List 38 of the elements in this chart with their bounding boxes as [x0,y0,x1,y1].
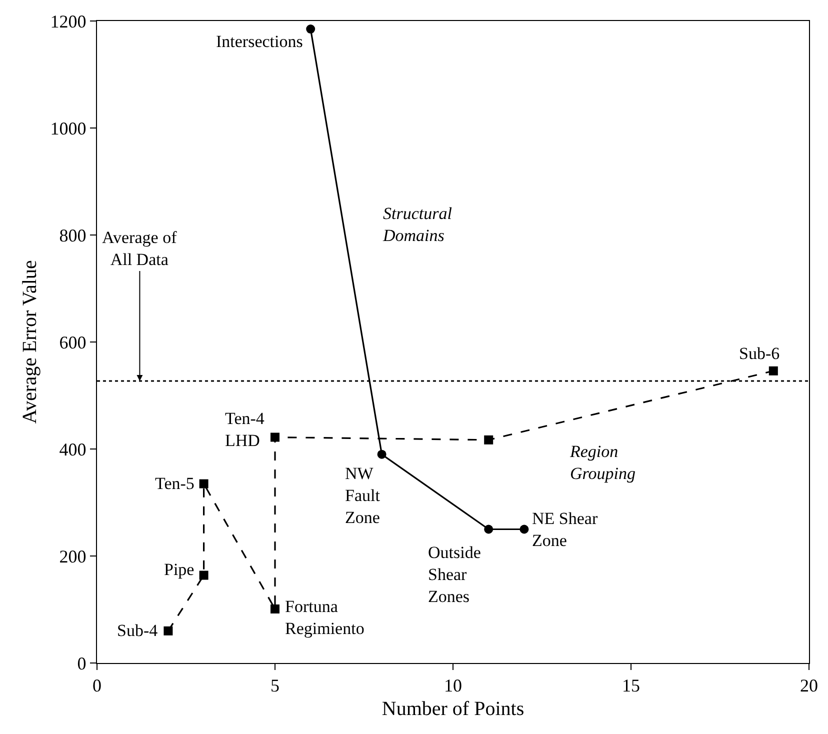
annotation: NW Fault Zone [345,464,380,528]
y-tick-label: 200 [59,546,86,566]
point [270,604,280,614]
point [199,570,208,580]
point [306,24,316,34]
annotation: Ten-5 [155,474,194,493]
y-tick-label: 1000 [50,118,86,138]
annotation: Structural Domains [382,204,452,246]
point [768,366,778,376]
annotation: Fortuna Regimiento [285,597,364,638]
annotation: Region Grouping [569,442,636,484]
y-tick-label: 800 [59,225,86,246]
y-axis-title: Average Error Value [18,260,41,424]
x-tick-label: 10 [444,676,462,696]
y-tick-label: 0 [77,653,86,674]
annotation: NE Shear Zone [532,509,598,550]
point [199,479,208,488]
annotation: Ten-4 LHD [225,409,265,450]
x-tick-label: 20 [800,676,818,696]
point [520,524,529,534]
y-tick-label: 1200 [50,11,86,32]
annotation: Sub-4 [117,621,158,640]
point [270,432,280,442]
x-tick-label: 15 [622,676,640,696]
x-axis-title: Number of Points [382,698,524,720]
ref-line-label: Average of All Data [102,228,178,270]
annotation: Sub-6 [739,344,780,363]
point [164,626,173,636]
y-tick-label: 400 [59,439,86,460]
point [484,524,494,534]
point [377,450,386,459]
x-tick-label: 5 [270,676,280,696]
annotation: Intersections [216,32,303,51]
x-tick-label: 0 [92,676,102,696]
annotation: Pipe [164,560,194,579]
point [484,435,494,444]
annotation: Outside Shear Zones [428,543,481,606]
y-tick-label: 600 [59,332,86,352]
